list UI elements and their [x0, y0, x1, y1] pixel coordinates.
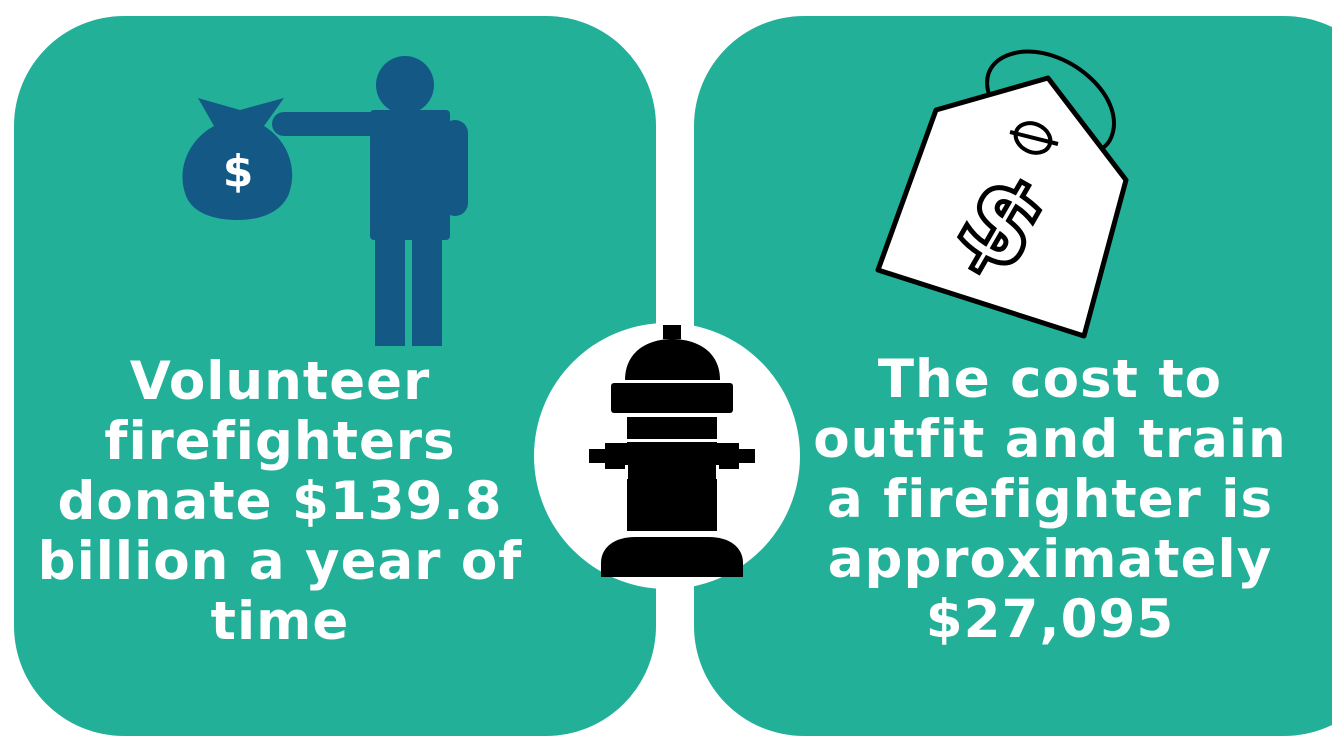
tag-body: [875, 75, 1129, 339]
person-back-arm: [442, 120, 468, 216]
person-leg-left: [375, 230, 405, 346]
fire-hydrant-icon: [589, 325, 755, 577]
money-bag-icon: [182, 98, 293, 220]
volunteer-donation-fact: Volunteer firefighters donate $139.8 bil…: [37, 351, 523, 652]
tag-hole: [1013, 121, 1053, 155]
person-giving-money-bag-icon: $: [182, 56, 468, 346]
person-extended-arm: [272, 112, 392, 136]
outfit-cost-fact: The cost to outfit and train a firefight…: [813, 349, 1287, 650]
person-leg-right: [412, 230, 442, 346]
person-head: [376, 56, 434, 114]
person-torso: [370, 110, 450, 240]
money-bag-dollar-symbol: $: [223, 146, 254, 197]
price-tag-icon: $: [875, 49, 1129, 339]
